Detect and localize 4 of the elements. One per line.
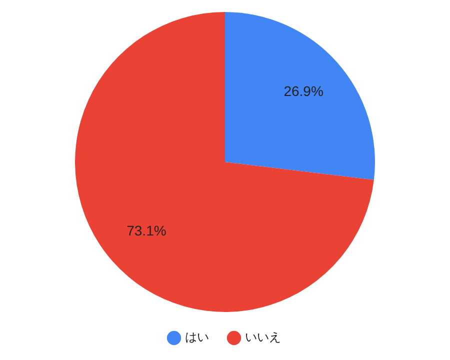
legend-label: いいえ	[245, 330, 281, 344]
data-label: 73.1%	[126, 222, 166, 239]
legend-label: はい	[185, 330, 209, 344]
data-label: 26.9%	[284, 83, 324, 100]
